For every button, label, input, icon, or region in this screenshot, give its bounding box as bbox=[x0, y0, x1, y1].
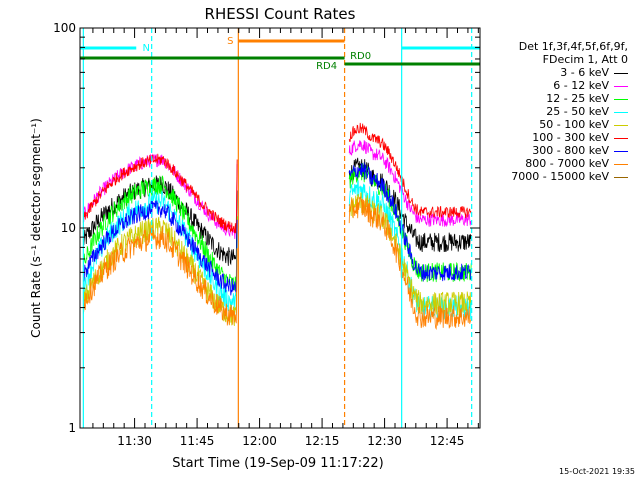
legend-swatch bbox=[614, 163, 628, 165]
legend-swatch bbox=[614, 124, 628, 126]
legend-label: 50 - 100 keV bbox=[539, 118, 609, 131]
x-tick-label-1145: 11:45 bbox=[180, 434, 215, 448]
series-line-300-to-800keV-segment-2 bbox=[348, 162, 472, 282]
annotation-bars-layer: N S RD4 RD0 bbox=[80, 36, 480, 72]
annotation-label-n: N bbox=[143, 43, 150, 54]
legend-swatch bbox=[614, 111, 628, 113]
y-tick-label-10: 10 bbox=[61, 221, 76, 235]
y-tick-label-100: 100 bbox=[53, 21, 76, 35]
legend-entry: 800 - 7000 keV bbox=[525, 157, 628, 170]
x-axis-label: Start Time (19-Sep-09 11:17:22) bbox=[172, 456, 383, 471]
legend-swatch bbox=[614, 137, 628, 139]
axes-layer: 1 10 100 11:30 11:45 12:00 12:15 12:30 12:45 bbox=[53, 21, 481, 448]
generation-timestamp: 15-Oct-2021 19:35 bbox=[559, 467, 635, 476]
legend-swatch bbox=[614, 98, 628, 100]
legend-header-decimation: FDecim 1, Att 0 bbox=[542, 53, 628, 66]
x-tick-label-1130: 11:30 bbox=[117, 434, 152, 448]
legend-swatch bbox=[614, 72, 628, 74]
series-line-50-to-100keV-segment-2 bbox=[348, 192, 472, 316]
series-line-100-to-300keV-segment-2 bbox=[348, 122, 472, 219]
annotation-label-rd4: RD4 bbox=[316, 61, 337, 72]
legend-entry: 12 - 25 keV bbox=[546, 92, 628, 105]
legend-entry: 50 - 100 keV bbox=[539, 118, 628, 131]
legend-entry: 300 - 800 keV bbox=[532, 144, 628, 157]
legend-label: 800 - 7000 keV bbox=[525, 157, 609, 170]
x-tick-label-1200: 12:00 bbox=[242, 434, 277, 448]
legend-entry: 7000 - 15000 keV bbox=[511, 170, 628, 183]
legend-swatch bbox=[614, 150, 628, 152]
annotation-label-rd0: RD0 bbox=[350, 51, 371, 62]
x-tick-label-1230: 12:30 bbox=[367, 434, 402, 448]
legend-entry: 25 - 50 keV bbox=[546, 105, 628, 118]
series-line-25-to-50keV-segment-1 bbox=[82, 190, 238, 316]
series-line-800-to-7000keV-segment-1 bbox=[82, 225, 238, 326]
x-tick-label-1245: 12:45 bbox=[430, 434, 465, 448]
legend-swatch bbox=[614, 176, 628, 178]
series-line-50-to-100keV-segment-1 bbox=[82, 216, 238, 327]
legend-label: 6 - 12 keV bbox=[553, 79, 609, 92]
y-tick-label-1: 1 bbox=[68, 421, 76, 435]
legend-entry: 100 - 300 keV bbox=[532, 131, 628, 144]
legend-label: 100 - 300 keV bbox=[532, 131, 609, 144]
chart-title: RHESSI Count Rates bbox=[205, 5, 356, 23]
series-layer bbox=[82, 122, 472, 331]
legend-swatch bbox=[614, 85, 628, 87]
series-line-800-to-7000keV-segment-2 bbox=[348, 195, 472, 331]
legend-label: 7000 - 15000 keV bbox=[511, 170, 609, 183]
annotation-label-s: S bbox=[227, 36, 233, 47]
x-tick-label-1215: 12:15 bbox=[305, 434, 340, 448]
legend-label: 25 - 50 keV bbox=[546, 105, 609, 118]
legend-label: 3 - 6 keV bbox=[560, 66, 609, 79]
legend-header-detectors: Det 1f,3f,4f,5f,6f,9f, bbox=[518, 40, 628, 53]
legend-entry: 6 - 12 keV bbox=[553, 79, 628, 92]
series-line-100-to-300keV-segment-1 bbox=[82, 153, 238, 234]
series-line-300-to-800keV-segment-1 bbox=[83, 200, 238, 296]
legend-label: 12 - 25 keV bbox=[546, 92, 609, 105]
legend-label: 300 - 800 keV bbox=[532, 144, 609, 157]
y-axis-label: Count Rate (s⁻¹ detector segment⁻¹) bbox=[29, 118, 43, 338]
series-line-6-to-12keV-segment-2 bbox=[348, 140, 472, 228]
legend-entry: 3 - 6 keV bbox=[560, 66, 628, 79]
